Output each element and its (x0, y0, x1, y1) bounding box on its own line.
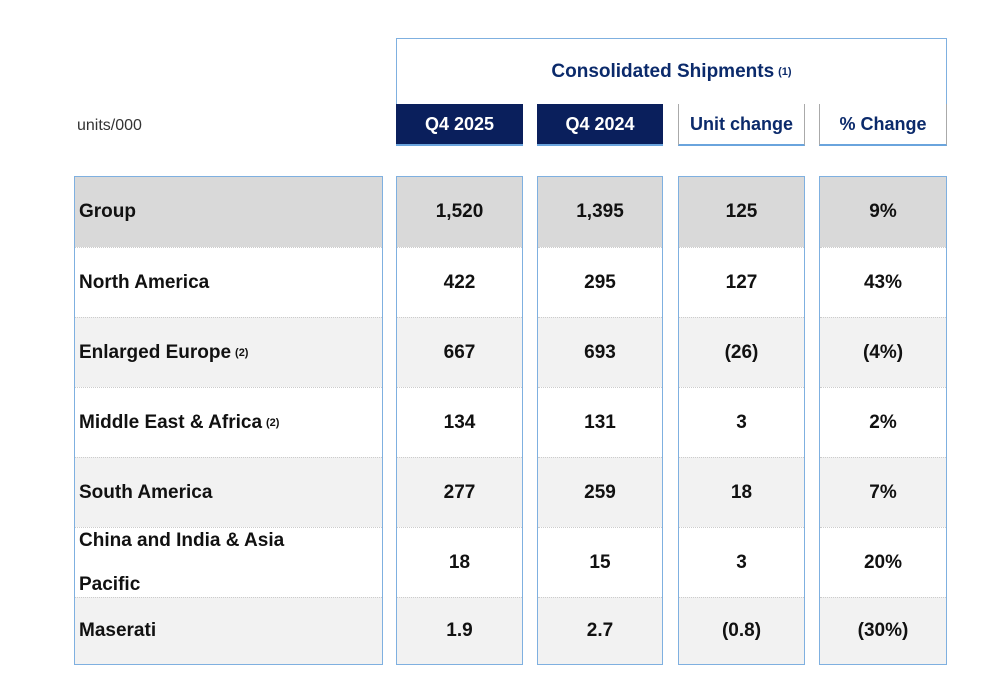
table-title: Consolidated Shipments (1) (396, 38, 947, 104)
table-cell: 2.7 (538, 597, 662, 664)
row-label: Group (75, 177, 382, 247)
row-label: Middle East & Africa (2) (75, 387, 382, 457)
cell-value: 131 (584, 411, 616, 433)
table-cell: 259 (538, 457, 662, 527)
table-cell: 1,395 (538, 177, 662, 247)
table-cell: 125 (679, 177, 804, 247)
table-cell: 277 (397, 457, 522, 527)
cell-value: (26) (724, 341, 759, 363)
cell-value: 20% (863, 551, 903, 573)
cell-value: 18 (448, 551, 471, 573)
row-label-text: South America (79, 481, 213, 503)
cell-value: 15 (589, 551, 611, 573)
units-label: units/000 (77, 117, 142, 134)
table-cell: (4%) (820, 317, 946, 387)
column-header: Q4 2025 (396, 104, 523, 146)
column-header: % Change (819, 104, 947, 146)
table-cell: (30%) (820, 597, 946, 664)
row-label-text: Maserati (79, 620, 157, 641)
cell-value: 7% (869, 481, 897, 503)
cell-value: 2% (869, 411, 897, 433)
row-label-text: North America (79, 271, 210, 293)
row-label: China and India & Asia Pacific (75, 527, 382, 597)
column-header: Q4 2024 (537, 104, 663, 146)
title-footnote: (1) (778, 65, 792, 78)
cell-value: 125 (725, 201, 758, 222)
cell-value: 134 (443, 411, 476, 433)
cell-value: (4%) (862, 341, 904, 363)
label-column: Group North America Enlarged Europe (2) Midd… (74, 176, 383, 665)
cell-value: 422 (443, 271, 476, 293)
cell-value: 1.9 (446, 620, 473, 641)
table-cell: 9% (820, 177, 946, 247)
table-cell: 127 (679, 247, 804, 317)
cell-value: 1,520 (435, 201, 484, 222)
cell-value: 2.7 (586, 620, 614, 641)
cell-value: 18 (730, 481, 753, 503)
cell-value: 127 (725, 271, 758, 293)
table-cell: 15 (538, 527, 662, 597)
table-cell: 134 (397, 387, 522, 457)
row-footnote: (2) (235, 346, 249, 359)
column-header: Unit change (678, 104, 805, 146)
row-label: Enlarged Europe (2) (75, 317, 382, 387)
cell-value: (0.8) (721, 620, 762, 641)
table-cell: 131 (538, 387, 662, 457)
table-cell: 1.9 (397, 597, 522, 664)
table-cell: 2% (820, 387, 946, 457)
cell-value: 43% (863, 271, 903, 293)
table-cell: (26) (679, 317, 804, 387)
cell-value: 693 (584, 341, 616, 363)
row-label: North America (75, 247, 382, 317)
row-label: Maserati (75, 597, 382, 664)
cell-value: 277 (443, 481, 476, 503)
row-label-text: Enlarged Europe (79, 341, 232, 363)
row-label-text: Group (79, 201, 136, 222)
cell-value: (30%) (857, 620, 909, 641)
cell-value: 259 (584, 481, 616, 503)
table-cell: 693 (538, 317, 662, 387)
cell-value: 3 (736, 411, 747, 433)
row-label-text: China and India & Asia Pacific (79, 529, 285, 595)
value-column: 125 127 (26) 3 18 3 (0.8) (678, 176, 805, 665)
row-label-text: Middle East & Africa (79, 411, 263, 433)
row-footnote: (2) (266, 416, 280, 429)
value-column: 1,395 295 693 131 259 15 2.7 (537, 176, 663, 665)
table-cell: 422 (397, 247, 522, 317)
title-text: Consolidated Shipments (551, 60, 775, 82)
table-cell: 3 (679, 527, 804, 597)
value-column: 9% 43% (4%) 2% 7% 20% (30%) (819, 176, 947, 665)
table-cell: 18 (679, 457, 804, 527)
table-cell: 18 (397, 527, 522, 597)
table-cell: 3 (679, 387, 804, 457)
cell-value: 667 (443, 341, 476, 363)
table-cell: 43% (820, 247, 946, 317)
value-column: 1,520 422 667 134 277 18 1.9 (396, 176, 523, 665)
table-cell: (0.8) (679, 597, 804, 664)
cell-value: 295 (584, 271, 616, 293)
table-cell: 20% (820, 527, 946, 597)
table-cell: 7% (820, 457, 946, 527)
table-cell: 295 (538, 247, 662, 317)
table-cell: 667 (397, 317, 522, 387)
row-label: South America (75, 457, 382, 527)
cell-value: 3 (736, 551, 747, 573)
cell-value: 9% (869, 201, 897, 222)
table-cell: 1,520 (397, 177, 522, 247)
cell-value: 1,395 (576, 201, 624, 222)
